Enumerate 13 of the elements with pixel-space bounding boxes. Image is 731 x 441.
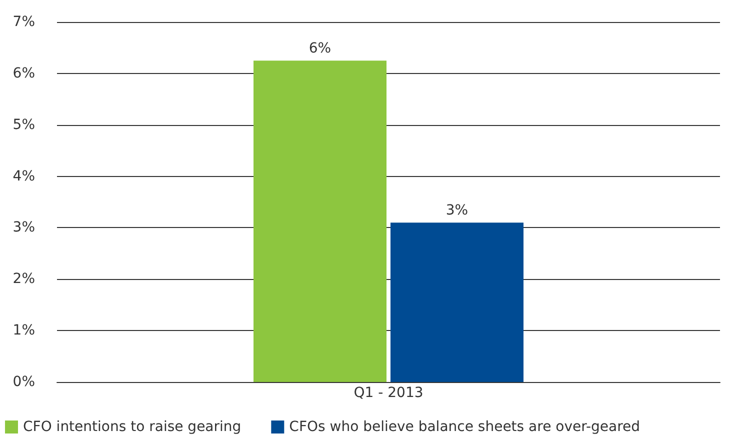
data-label: 6% (308, 40, 332, 57)
y-tick-label: 2% (12, 271, 35, 288)
x-tick-label: Q1 - 2013 (354, 385, 424, 401)
y-tick-label: 5% (12, 116, 35, 133)
legend-label: CFOs who believe balance sheets are over-geared (289, 419, 640, 435)
data-label: 3% (446, 202, 468, 219)
y-tick-label: 6% (12, 65, 35, 82)
y-tick-label: 1% (12, 322, 35, 339)
legend-label: CFO intentions to raise gearing (23, 419, 242, 435)
y-tick-label: 3% (12, 220, 35, 236)
y-tick-label: 0% (12, 374, 35, 390)
y-tick-label: 4% (12, 168, 35, 184)
y-tick-label: 7% (12, 14, 35, 30)
